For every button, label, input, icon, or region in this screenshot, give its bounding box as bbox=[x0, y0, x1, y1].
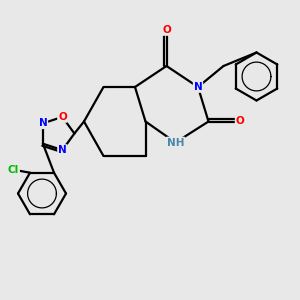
Text: NH: NH bbox=[167, 137, 184, 148]
Text: O: O bbox=[58, 112, 67, 122]
Text: O: O bbox=[236, 116, 244, 127]
Text: O: O bbox=[162, 25, 171, 35]
Text: N: N bbox=[58, 145, 67, 155]
Text: Cl: Cl bbox=[8, 165, 19, 175]
Text: N: N bbox=[194, 82, 202, 92]
Text: N: N bbox=[38, 118, 47, 128]
